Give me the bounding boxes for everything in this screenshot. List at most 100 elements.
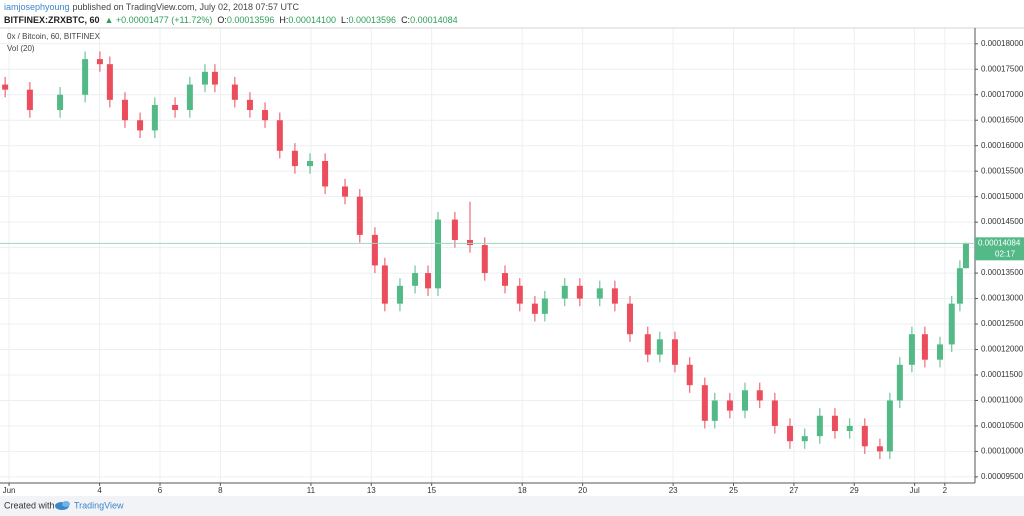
y-tick-label: 0.00017000 [981, 90, 1024, 99]
candle-body [96, 59, 103, 65]
tradingview-logo [55, 501, 70, 510]
candle-body [846, 425, 853, 432]
candle-body [644, 334, 651, 355]
x-tick-label: 25 [729, 486, 738, 495]
y-tick-label: 0.00016500 [981, 115, 1024, 124]
symbol-line: BITFINEX:ZRXBTC, 60 ▲ +0.00001477 (+11.72… [4, 15, 458, 25]
ohlc-key: H: [279, 15, 288, 25]
candle-body [516, 285, 523, 304]
x-tick-label: 13 [367, 486, 376, 495]
grid [0, 28, 975, 483]
y-tick-label: 0.00012500 [981, 319, 1024, 328]
last-price-label: 0.00014084 [978, 238, 1021, 247]
ohlc-key: L: [341, 15, 349, 25]
y-tick-label: 0.00018000 [981, 39, 1024, 48]
x-tick-label: 2 [943, 486, 948, 495]
candle-body [962, 243, 969, 269]
candle-body [921, 334, 928, 360]
footer-brand[interactable]: TradingView [74, 500, 124, 510]
candle-body [786, 425, 793, 442]
x-tick-label: Jun [3, 486, 16, 495]
candle-body [861, 425, 868, 447]
candle-body [541, 298, 548, 314]
candle-body [531, 303, 538, 314]
candle-body [201, 71, 208, 85]
candle-body [741, 390, 748, 411]
candle-body [771, 400, 778, 426]
candle-body [896, 364, 903, 401]
ohlc-key: C: [401, 15, 410, 25]
candle-body [701, 385, 708, 421]
header-line: iamjosephyoung published on TradingView.c… [4, 2, 300, 12]
candle-body [466, 239, 473, 246]
candle-body [671, 339, 678, 365]
series-legend: 0x / Bitcoin, 60, BITFINEX [7, 32, 101, 41]
ohlc-key: O: [217, 15, 227, 25]
candle-body [956, 268, 963, 304]
candle-body [356, 196, 363, 235]
candle-body [186, 84, 193, 111]
volume-legend: Vol (20) [7, 44, 35, 53]
candle-body [626, 303, 633, 335]
candle-body [425, 273, 432, 289]
candle-body [686, 364, 693, 386]
candle-body [57, 94, 64, 111]
x-tick-label: 23 [669, 486, 678, 495]
x-tick-label: 27 [789, 486, 798, 495]
y-tick-label: 0.00015000 [981, 192, 1024, 201]
y-tick-label: 0.00013500 [981, 268, 1024, 277]
x-tick-label: 4 [97, 486, 102, 495]
y-tick-label: 0.00012000 [981, 345, 1024, 354]
x-tick-label: 20 [578, 486, 587, 495]
footer-created: Created with [4, 500, 55, 510]
candle-body [342, 186, 349, 197]
x-tick-label: 29 [850, 486, 859, 495]
candle-body [726, 400, 733, 411]
candle-body [936, 344, 943, 360]
x-tick-label: 11 [307, 486, 316, 495]
candle-body [291, 150, 298, 167]
ohlc-value: 0.00013596 [349, 15, 397, 25]
y-tick-label: 0.00011500 [981, 370, 1023, 379]
candle-body [121, 99, 128, 121]
candle-body [502, 273, 509, 286]
candle-body [231, 84, 238, 100]
y-tick-label: 0.00014500 [981, 217, 1024, 226]
candle-body [908, 334, 915, 365]
x-tick-label: 8 [218, 486, 223, 495]
x-tick-label: Jul [910, 486, 920, 495]
footer-bar [0, 496, 1024, 516]
candle-body [481, 245, 488, 274]
x-tick-label: 6 [158, 486, 163, 495]
candle-body [262, 110, 269, 121]
ohlc-value: 0.00013596 [227, 15, 275, 25]
y-tick-label: 0.00013000 [981, 294, 1024, 303]
published: published on TradingView.com, July 02, 2… [73, 2, 300, 12]
candle-body [246, 99, 253, 111]
candle-body [561, 285, 568, 299]
candle-body [2, 84, 9, 90]
candle-body [434, 219, 441, 289]
last-price-tag [975, 237, 1024, 261]
candle-body [876, 446, 883, 452]
symbol: BITFINEX:ZRXBTC, 60 [4, 15, 100, 25]
candle-body [451, 219, 458, 240]
candle-body [276, 120, 283, 151]
y-tick-label: 0.00017500 [981, 64, 1024, 73]
x-tick-label: 18 [518, 486, 527, 495]
candle-body [801, 436, 808, 442]
candle-body [396, 285, 403, 304]
candle-body [381, 265, 388, 304]
candle-body [137, 120, 144, 131]
ohlc-value: 0.00014100 [288, 15, 336, 25]
candle-body [151, 104, 158, 131]
candle-body [886, 400, 893, 452]
change: ▲ +0.00001477 (+11.72%) [105, 15, 213, 25]
candle-body [756, 390, 763, 401]
candle-body [831, 415, 838, 432]
author[interactable]: iamjosephyoung [4, 2, 70, 12]
candle-body [26, 89, 33, 111]
